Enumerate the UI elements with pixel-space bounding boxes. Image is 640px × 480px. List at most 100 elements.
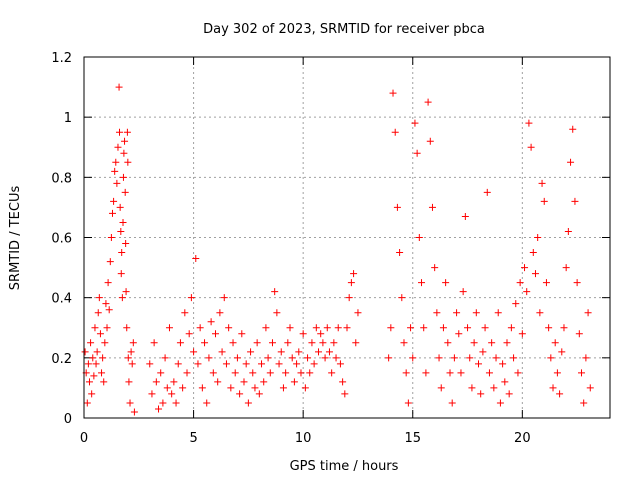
x-tick-label: 5 [189, 431, 197, 446]
data-point [121, 188, 129, 196]
data-point [124, 354, 132, 362]
data-point [201, 339, 209, 347]
data-point [477, 390, 485, 398]
data-point [185, 330, 193, 338]
data-point [512, 300, 520, 308]
data-point [466, 354, 474, 362]
data-point [268, 339, 276, 347]
y-axis-label: SRMTID / TECUs [8, 186, 23, 291]
data-point [485, 369, 493, 377]
data-point [567, 158, 575, 166]
data-point [231, 369, 239, 377]
data-point [586, 384, 594, 392]
x-tick-label: 15 [404, 431, 421, 446]
data-point [556, 390, 564, 398]
data-point [104, 279, 112, 287]
data-point [148, 390, 156, 398]
data-point [422, 369, 430, 377]
data-point [540, 197, 548, 205]
data-point [284, 339, 292, 347]
data-point [391, 128, 399, 136]
data-point [308, 339, 316, 347]
data-point [573, 279, 581, 287]
data-point [163, 384, 171, 392]
chart-title: Day 302 of 2023, SRMTID for receiver pbc… [203, 22, 485, 37]
data-point [538, 179, 546, 187]
data-point [475, 360, 482, 368]
data-point [84, 360, 92, 368]
data-point [398, 294, 406, 302]
data-point [534, 234, 542, 241]
data-point [492, 354, 500, 362]
data-point [168, 390, 176, 398]
data-point [494, 309, 502, 317]
data-point [424, 98, 432, 106]
data-point [183, 369, 191, 377]
data-point [409, 354, 417, 362]
data-point [330, 339, 338, 347]
data-point [172, 399, 180, 407]
data-point [107, 234, 115, 241]
data-point [198, 384, 206, 392]
data-point [551, 339, 559, 347]
data-point [507, 324, 515, 332]
data-point [461, 212, 469, 220]
data-point [123, 128, 131, 136]
data-point [240, 378, 248, 386]
data-point [161, 354, 169, 362]
data-point [229, 339, 237, 347]
data-point [584, 309, 592, 317]
data-point [105, 306, 113, 314]
data-point [295, 348, 303, 356]
data-point [431, 264, 439, 272]
data-point [315, 348, 323, 356]
data-point [304, 354, 312, 362]
data-point [501, 378, 509, 386]
data-point [271, 288, 279, 296]
data-point [553, 369, 561, 377]
data-point [479, 348, 487, 356]
data-point [94, 309, 102, 317]
data-point [262, 324, 270, 332]
data-point [260, 378, 268, 386]
data-point [442, 279, 450, 287]
data-point [106, 258, 114, 266]
data-point [91, 324, 99, 332]
data-point [385, 354, 393, 362]
data-point [101, 339, 109, 347]
data-point [446, 369, 454, 377]
data-point [209, 369, 217, 377]
data-point [117, 270, 125, 278]
data-point [130, 408, 138, 416]
data-point [170, 378, 178, 386]
data-point [122, 288, 130, 296]
data-point [389, 89, 397, 97]
data-point [521, 264, 529, 272]
data-point [225, 324, 233, 332]
data-point [227, 384, 235, 392]
data-point [415, 234, 423, 241]
data-point [404, 399, 412, 407]
data-point [352, 339, 360, 347]
data-point [319, 339, 327, 347]
data-point [336, 360, 344, 368]
data-point [194, 360, 202, 368]
data-point [152, 378, 160, 386]
data-point [525, 119, 533, 127]
data-point [236, 390, 244, 398]
data-point [297, 369, 305, 377]
data-point [483, 188, 491, 196]
data-point [218, 348, 226, 356]
data-point [247, 348, 255, 356]
data-point [339, 378, 347, 386]
data-point [110, 197, 118, 205]
data-point [347, 279, 355, 287]
data-point [98, 369, 106, 377]
data-point [453, 309, 461, 317]
data-point [157, 369, 165, 377]
x-tick-label: 10 [295, 431, 312, 446]
data-point [220, 294, 228, 302]
data-point [312, 324, 320, 332]
data-point [529, 249, 537, 257]
